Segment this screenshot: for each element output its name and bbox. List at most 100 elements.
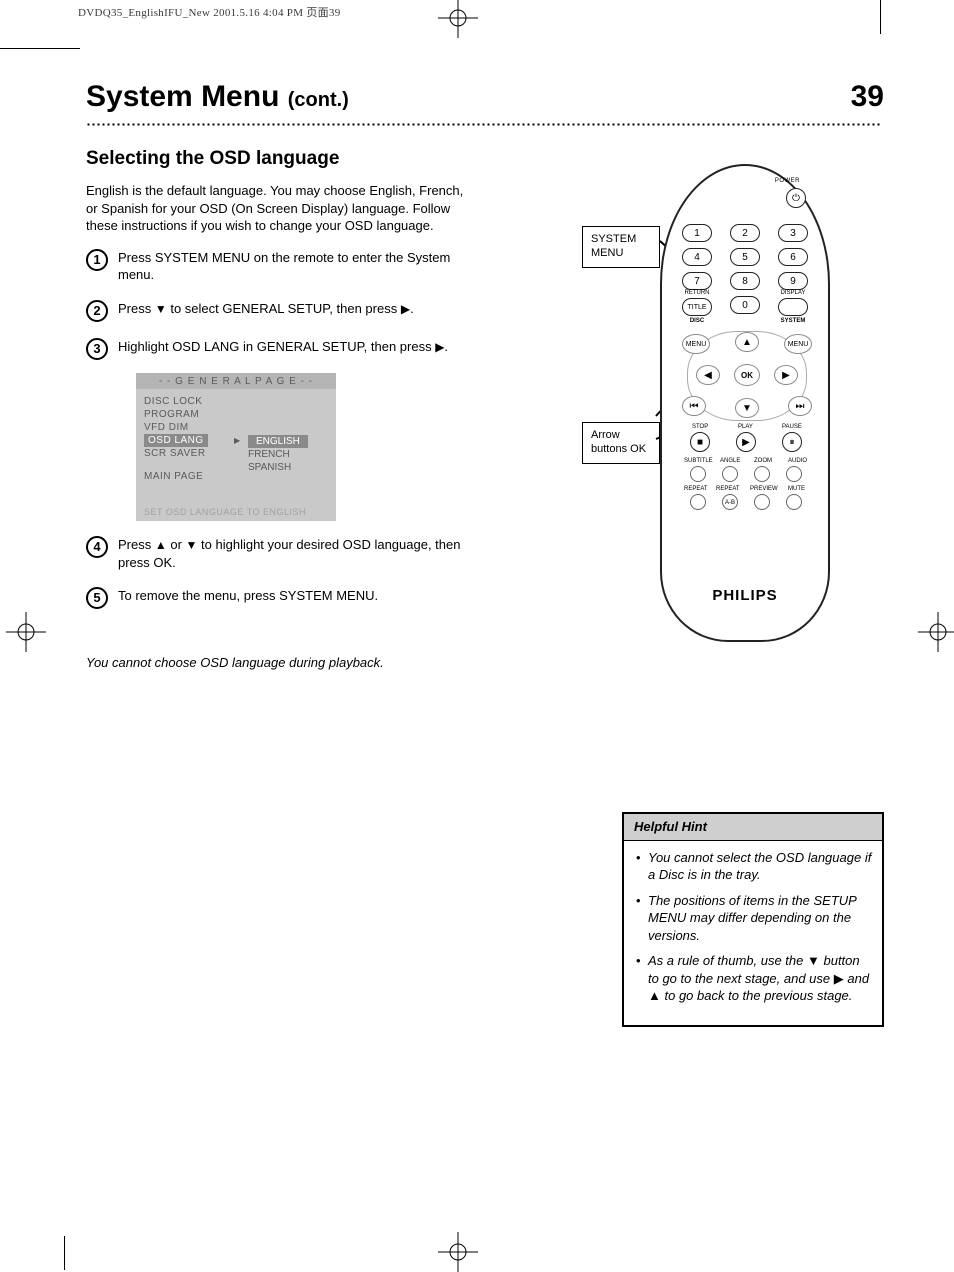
hint-bullet: The positions of items in the SETUP MENU… — [634, 892, 872, 945]
hint-text: You cannot select the OSD language if a … — [648, 850, 871, 883]
power-button: ⏻ — [786, 188, 806, 208]
registration-mark — [438, 0, 478, 38]
left-column: English is the default language. You may… — [86, 182, 466, 376]
osd-lang-highlight: ENGLISH — [248, 435, 308, 448]
preview-label: PREVIEW — [750, 486, 778, 492]
step-text: To remove the menu, press SYSTEM MENU. — [118, 587, 466, 609]
dpad-left: ◀ — [696, 365, 720, 385]
subtitle-label: SUBTITLE — [684, 458, 713, 464]
crop-mark — [0, 48, 80, 49]
osd-screenshot: - - G E N E R A L P A G E - - DISC LOCK … — [136, 373, 336, 521]
down-arrow-icon: ▼ — [186, 538, 198, 552]
remote-diagram: SYSTEM MENU Arrow buttons OK POWER ⏻ 1 2… — [582, 160, 842, 654]
osd-footer: SET OSD LANGUAGE TO ENGLISH — [144, 507, 306, 517]
step-4: 4 Press ▲ or ▼ to highlight your desired… — [86, 536, 466, 571]
intro-paragraph: English is the default language. You may… — [86, 182, 466, 235]
text-frag: to select GENERAL SETUP, then press — [167, 301, 401, 316]
pause-button: ⏸ — [782, 432, 802, 452]
step-5: 5 To remove the menu, press SYSTEM MENU. — [86, 587, 466, 609]
step-number: 5 — [86, 587, 108, 609]
page-title: System Menu (cont.) — [86, 80, 349, 114]
osd-item: PROGRAM — [144, 408, 328, 421]
up-arrow-icon: ▲ — [648, 988, 661, 1003]
hint-text: and — [847, 971, 869, 986]
return-label: RETURN — [680, 290, 714, 296]
angle-button — [722, 466, 738, 482]
dpad-right: ▶ — [774, 365, 798, 385]
prev-button: ⏮ — [682, 396, 706, 416]
mute-button — [786, 494, 802, 510]
right-arrow-icon: ▶ — [401, 302, 410, 316]
osd-item: DISC LOCK — [144, 395, 328, 408]
step-text: Press SYSTEM MENU on the remote to enter… — [118, 249, 466, 284]
crop-mark — [880, 0, 881, 34]
title-cont: (cont.) — [288, 89, 349, 111]
num-4: 4 — [682, 248, 712, 266]
text-frag: . — [410, 301, 414, 316]
osd-item: VFD DIM — [144, 421, 328, 434]
ok-button: OK — [734, 364, 760, 386]
system-menu-button: MENU — [784, 334, 812, 354]
step-text: Press ▼ to select GENERAL SETUP, then pr… — [118, 300, 466, 322]
num-2: 2 — [730, 224, 760, 242]
repeat-button — [690, 494, 706, 510]
title-button: TITLE — [682, 298, 712, 316]
step-text: Highlight OSD LANG in GENERAL SETUP, the… — [118, 338, 466, 360]
text-frag: or — [167, 537, 186, 552]
text-frag: Press — [118, 537, 155, 552]
num-0: 0 — [730, 296, 760, 314]
pause-label: PAUSE — [782, 424, 802, 430]
stop-button: ■ — [690, 432, 710, 452]
registration-mark — [6, 612, 46, 652]
step-text: Press ▲ or ▼ to highlight your desired O… — [118, 536, 466, 571]
print-header: DVDQ35_EnglishIFU_New 2001.5.16 4:04 PM … — [78, 4, 341, 20]
down-arrow-icon: ▼ — [807, 953, 820, 968]
step-number: 1 — [86, 249, 108, 271]
dpad-down: ▼ — [735, 398, 759, 418]
brand-logo: PHILIPS — [662, 587, 828, 604]
osd-lang-item: SPANISH — [248, 461, 308, 474]
play-label: PLAY — [738, 424, 753, 430]
text-frag: . — [444, 339, 448, 354]
remote-outline: POWER ⏻ 1 2 3 4 5 6 7 8 9 0 RETURN TITLE… — [660, 164, 830, 642]
step-number: 4 — [86, 536, 108, 558]
hint-bullet: You cannot select the OSD language if a … — [634, 849, 872, 884]
section-heading: Selecting the OSD language — [86, 148, 339, 170]
step-3: 3 Highlight OSD LANG in GENERAL SETUP, t… — [86, 338, 466, 360]
step-number: 3 — [86, 338, 108, 360]
hint-body: You cannot select the OSD language if a … — [624, 841, 882, 1025]
up-arrow-icon: ▲ — [155, 538, 167, 552]
hint-text: The positions of items in the SETUP MENU… — [648, 893, 856, 943]
display-label: DISPLAY — [776, 290, 810, 296]
num-7: 7 — [682, 272, 712, 290]
angle-label: ANGLE — [720, 458, 740, 464]
audio-button — [786, 466, 802, 482]
crop-mark — [64, 1236, 65, 1270]
dpad-up: ▲ — [735, 332, 759, 352]
title-main: System Menu — [86, 80, 279, 113]
repeat-ab-label: REPEAT — [716, 486, 740, 492]
osd-lang-list: ENGLISH FRENCH SPANISH — [248, 435, 308, 474]
text-frag: Press — [118, 301, 155, 316]
pointer-icon: ▶ — [234, 434, 241, 447]
num-5: 5 — [730, 248, 760, 266]
zoom-label: ZOOM — [754, 458, 772, 464]
osd-highlight-label: OSD LANG — [144, 434, 208, 447]
preview-button — [754, 494, 770, 510]
disc-menu-button: MENU — [682, 334, 710, 354]
stop-label: STOP — [692, 424, 708, 430]
note-italic: You cannot choose OSD language during pl… — [86, 654, 466, 672]
down-arrow-icon: ▼ — [155, 302, 167, 316]
power-label: POWER — [775, 178, 800, 184]
num-6: 6 — [778, 248, 808, 266]
system-label: SYSTEM — [776, 318, 810, 324]
dotted-divider — [86, 122, 881, 126]
step-1: 1 Press SYSTEM MENU on the remote to ent… — [86, 249, 466, 284]
osd-lang-label: ENGLISH — [248, 435, 308, 448]
page-number: 39 — [851, 80, 884, 114]
subtitle-button — [690, 466, 706, 482]
num-9: 9 — [778, 272, 808, 290]
callout-arrow-ok: Arrow buttons OK — [582, 422, 660, 464]
repeat-ab-button: A-B — [722, 494, 738, 510]
display-button — [778, 298, 808, 316]
